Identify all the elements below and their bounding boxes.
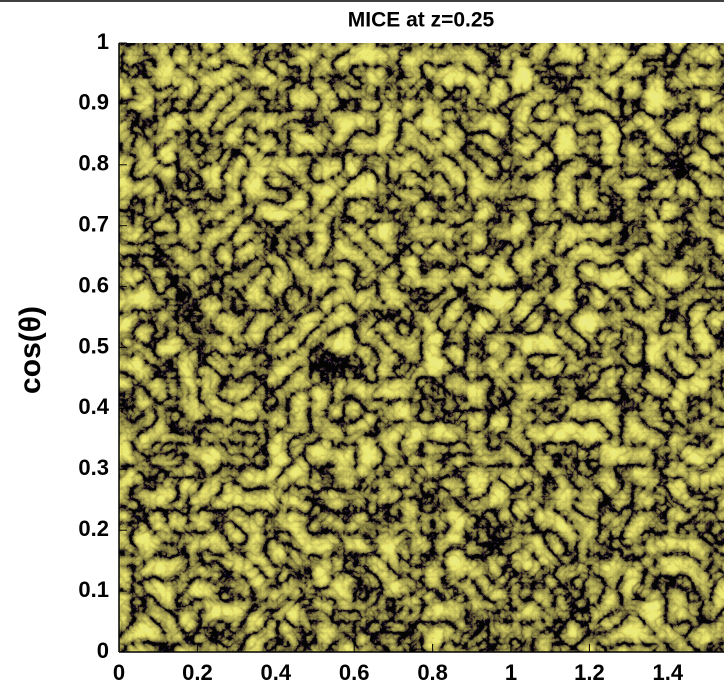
y-tick-label: 1 bbox=[97, 29, 109, 54]
chart-title: MICE at z=0.25 bbox=[348, 9, 495, 32]
plot-area bbox=[119, 43, 724, 652]
x-tick-label: 0.4 bbox=[261, 660, 292, 685]
y-tick-label: 0 bbox=[97, 638, 109, 663]
y-tick-label: 0.2 bbox=[78, 516, 109, 541]
x-tick-label: 0.8 bbox=[417, 660, 448, 685]
density-field bbox=[119, 43, 724, 652]
y-tick-label: 0.8 bbox=[78, 151, 109, 176]
x-tick-label: 0 bbox=[113, 660, 125, 685]
y-tick-label: 0.1 bbox=[78, 577, 109, 602]
y-tick-label: 0.7 bbox=[78, 212, 109, 237]
y-tick-label: 0.9 bbox=[78, 90, 109, 115]
x-tick-label: 1.2 bbox=[574, 660, 605, 685]
y-tick-label: 0.3 bbox=[78, 455, 109, 480]
x-tick-label: 0.6 bbox=[339, 660, 370, 685]
y-tick-label: 0.5 bbox=[78, 333, 109, 358]
x-tick-label: 0.2 bbox=[182, 660, 213, 685]
y-axis-label: cos(θ) bbox=[14, 306, 47, 394]
x-tick-label: 1 bbox=[505, 660, 517, 685]
x-tick-label: 1.4 bbox=[653, 660, 684, 685]
y-tick-label: 0.6 bbox=[78, 272, 109, 297]
y-tick-label: 0.4 bbox=[78, 394, 109, 419]
